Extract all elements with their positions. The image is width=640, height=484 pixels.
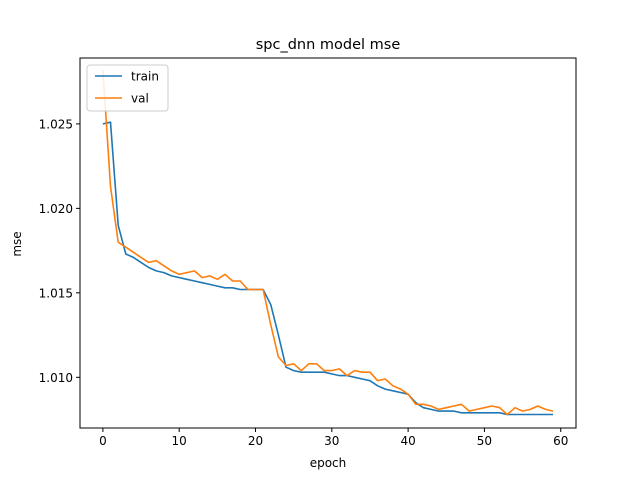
x-tick-label: 40 — [400, 434, 415, 448]
y-axis-label: mse — [10, 231, 24, 256]
x-tick-label: 50 — [477, 434, 492, 448]
axis-ticks: 0 10 20 30 40 50 60 1.010 1.015 1.020 1.025 — [39, 117, 569, 448]
legend-label-train: train — [131, 70, 159, 84]
series-line-val — [102, 69, 554, 416]
series-lines — [102, 69, 554, 416]
x-tick-label: 60 — [553, 434, 568, 448]
series-line-train — [102, 121, 554, 416]
y-tick-label: 1.020 — [39, 202, 73, 216]
y-tick-label: 1.015 — [39, 286, 73, 300]
legend: train val — [86, 64, 169, 112]
x-tick-label: 30 — [324, 434, 339, 448]
x-tick-label: 20 — [248, 434, 263, 448]
legend-label-val: val — [131, 92, 149, 106]
x-tick-label: 10 — [172, 434, 187, 448]
y-tick-label: 1.010 — [39, 371, 73, 385]
chart-title: spc_dnn model mse — [256, 37, 401, 53]
plot-frame — [79, 57, 577, 429]
x-axis-label: epoch — [310, 456, 347, 470]
y-tick-label: 1.025 — [39, 117, 73, 131]
x-tick-label: 0 — [99, 434, 107, 448]
